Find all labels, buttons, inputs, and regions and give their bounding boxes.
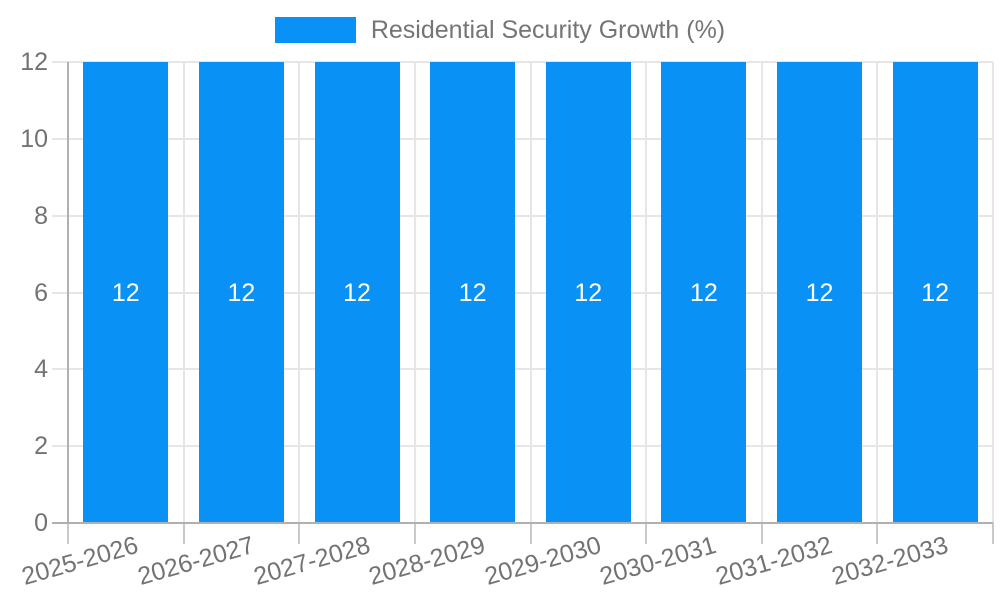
bar-2027-2028[interactable] xyxy=(314,62,400,523)
v-gridline xyxy=(876,62,879,523)
legend-swatch xyxy=(274,17,356,43)
x-axis-label-2026-2027: 2026-2027 xyxy=(134,531,258,591)
bar-2026-2027[interactable] xyxy=(198,62,284,523)
x-axis-label-2030-2031: 2030-2031 xyxy=(597,531,720,591)
v-gridline xyxy=(413,62,416,523)
x-axis-line xyxy=(52,522,993,524)
chart-legend: Residential Security Growth (%) xyxy=(0,16,1000,44)
bar-2032-2033[interactable] xyxy=(892,62,978,523)
bar-2028-2029[interactable] xyxy=(430,62,516,523)
bar-2031-2032[interactable] xyxy=(777,62,863,523)
v-gridline xyxy=(645,62,648,523)
legend-label: Residential Security Growth (%) xyxy=(370,16,726,44)
bar-value-label: 12 xyxy=(343,278,371,307)
h-gridline xyxy=(52,137,993,140)
bar-value-label: 12 xyxy=(921,278,950,307)
h-gridline xyxy=(52,214,993,217)
v-gridline xyxy=(182,62,185,523)
v-gridline xyxy=(529,62,532,523)
y-axis-label: 0 xyxy=(34,509,48,537)
bar-value-label: 12 xyxy=(111,278,140,307)
h-gridline xyxy=(52,368,993,371)
x-axis-label-2027-2028: 2027-2028 xyxy=(250,531,373,591)
bar-value-label: 12 xyxy=(690,278,718,307)
y-axis-label: 10 xyxy=(20,124,48,153)
y-axis-label: 2 xyxy=(34,432,48,461)
x-axis-tick xyxy=(645,523,648,544)
y-axis-line xyxy=(67,62,69,523)
x-axis-tick xyxy=(529,523,532,544)
x-axis-label-2029-2030: 2029-2030 xyxy=(481,531,605,591)
x-axis-tick xyxy=(992,523,994,544)
bar-value-label: 12 xyxy=(227,278,256,307)
y-axis-label: 4 xyxy=(34,355,48,384)
y-axis-label: 8 xyxy=(34,201,48,230)
bar-value-label: 12 xyxy=(574,278,603,307)
v-gridline xyxy=(298,62,301,523)
x-axis-label-2028-2029: 2028-2029 xyxy=(365,531,489,591)
x-axis-tick xyxy=(298,523,301,544)
x-axis-tick xyxy=(760,523,763,544)
h-gridline xyxy=(52,445,993,448)
x-axis-label-2031-2032: 2031-2032 xyxy=(712,531,836,591)
x-axis-tick xyxy=(876,523,879,544)
v-gridline xyxy=(992,62,994,523)
y-axis-label: 12 xyxy=(20,48,48,76)
bar-2029-2030[interactable] xyxy=(545,62,631,523)
bar-value-label: 12 xyxy=(458,278,487,307)
h-gridline xyxy=(52,61,993,63)
legend-item[interactable]: Residential Security Growth (%) xyxy=(274,16,726,44)
x-axis-tick xyxy=(182,523,185,544)
v-gridline xyxy=(760,62,763,523)
x-axis-tick xyxy=(413,523,416,544)
x-axis-label-2032-2033: 2032-2033 xyxy=(828,531,951,591)
bar-value-label: 12 xyxy=(805,278,834,307)
bar-2030-2031[interactable] xyxy=(661,62,747,523)
bar-2025-2026[interactable] xyxy=(83,62,169,523)
x-axis-label-2025-2026: 2025-2026 xyxy=(18,531,142,591)
y-axis-label: 6 xyxy=(34,278,48,307)
x-axis-tick xyxy=(67,523,69,544)
h-gridline xyxy=(52,291,993,294)
